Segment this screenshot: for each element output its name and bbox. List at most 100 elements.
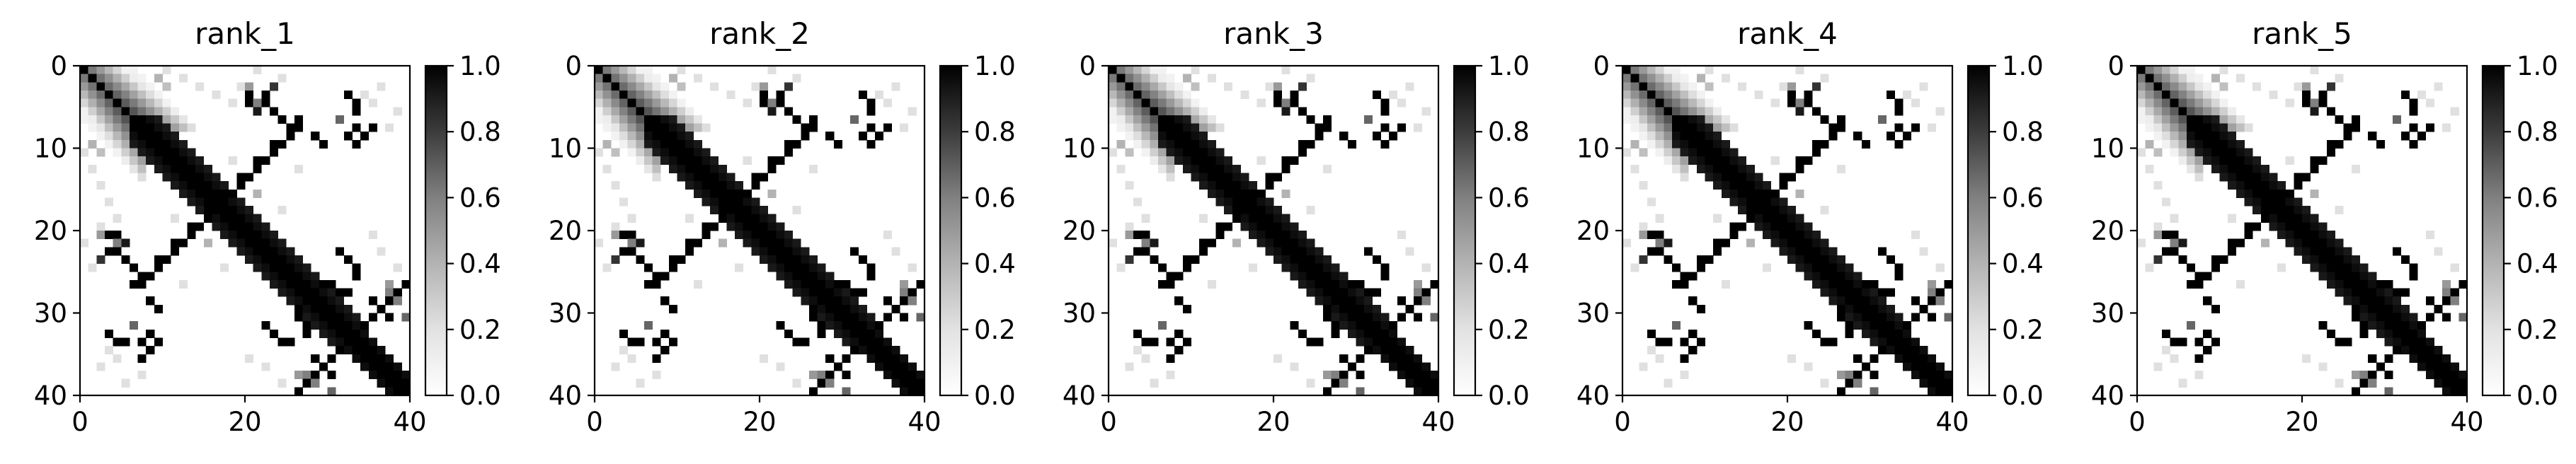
heatmap-cell [1853,304,1862,313]
heatmap-cell [1290,238,1299,248]
heatmap-cell [1397,337,1406,347]
heatmap-cell [677,98,686,108]
heatmap-cell [2228,173,2237,182]
y-tick-label: 20 [549,216,582,246]
heatmap-cell [1861,304,1870,313]
heatmap-cell [220,197,229,207]
heatmap-cell [1215,123,1225,132]
heatmap-cell [2178,98,2187,108]
heatmap-cell [1622,66,1632,75]
heatmap-cell [1125,362,1134,371]
heatmap-cell [1347,321,1356,330]
heatmap-cell [900,296,909,306]
heatmap-cell [1944,313,1953,322]
heatmap-cell [677,123,686,132]
heatmap-cell [360,337,370,347]
heatmap-cell [1671,66,1681,75]
heatmap-cell [850,304,859,313]
heatmap-cell [360,329,370,338]
heatmap-cell [129,263,138,272]
heatmap-cell [2409,139,2418,149]
heatmap-cell [2269,189,2278,198]
heatmap-cell [2269,197,2278,207]
heatmap-cell [121,156,130,166]
heatmap-cell [652,74,661,83]
heatmap-cell [2302,354,2311,363]
heatmap-cell [1166,354,1175,363]
heatmap-cell [377,82,386,91]
y-tick-label: 10 [1063,134,1096,164]
heatmap-cell [1232,189,1241,198]
heatmap-cell [1870,304,1879,313]
heatmap-cell [2450,288,2459,297]
heatmap-cell [245,82,254,91]
x-tick-label: 0 [1614,407,1631,437]
heatmap-cell [1372,329,1381,338]
heatmap-cell [850,329,859,338]
heatmap-cell [1729,189,1739,198]
heatmap-cell [1836,296,1845,306]
heatmap-cell [1903,362,1912,371]
heatmap-cell [1364,321,1373,330]
heatmap-cell [1779,247,1788,256]
colorbar-tick-label: 0.4 [2002,249,2044,279]
heatmap-cell [286,132,295,141]
heatmap-cell [1928,371,1937,380]
heatmap-cell [178,139,188,149]
heatmap-cell [80,107,89,116]
heatmap-cell [1322,164,1332,173]
heatmap-cell [619,247,628,256]
heatmap-cell [1795,189,1804,198]
heatmap-cell [2153,362,2163,371]
heatmap-cell [2236,148,2245,157]
heatmap-cell [2425,354,2434,363]
heatmap-cell [1389,321,1398,330]
heatmap-cell [1680,139,1689,149]
heatmap-cell [1655,107,1664,116]
heatmap-cell [286,263,295,272]
heatmap-cell [1664,107,1673,116]
heatmap-cell [677,107,686,116]
heatmap-cell [2145,164,2154,173]
heatmap-cell [1928,313,1937,322]
heatmap-cell [1845,378,1854,388]
heatmap-cell [1630,82,1639,91]
heatmap-cell [595,148,604,157]
x-tick-label: 40 [393,407,426,437]
heatmap-cell [1919,354,1928,363]
heatmap-cell [121,238,130,248]
heatmap-cell [1664,74,1673,83]
heatmap-cell [187,189,196,198]
heatmap-cell [2145,115,2154,124]
heatmap-cell [2409,107,2418,116]
heatmap-cell [668,164,677,173]
heatmap-cell [2458,387,2468,396]
heatmap-cell [1886,304,1895,313]
heatmap-cell [2335,115,2344,124]
heatmap-cell [311,371,320,380]
heatmap-cell [643,156,653,166]
heatmap-cell [343,346,353,355]
heatmap-cell [1696,115,1705,124]
heatmap-cell [2186,263,2195,272]
heatmap-cell [1125,90,1134,99]
heatmap-cell [2228,148,2237,157]
heatmap-cell [253,222,262,231]
heatmap-cell [1746,197,1755,207]
heatmap-cell [1811,148,1821,157]
heatmap-cell [825,354,835,363]
heatmap-cell [2219,156,2228,166]
heatmap-cell [2203,98,2212,108]
heatmap-cell [162,82,171,91]
heatmap-cell [2409,337,2418,347]
heatmap-cell [1397,346,1406,355]
heatmap-cell [236,214,246,223]
heatmap-cell [891,304,900,313]
heatmap-cell [2359,263,2369,272]
heatmap-cell [1647,132,1656,141]
heatmap-cell [850,346,859,355]
heatmap-cell [1770,189,1780,198]
heatmap-cell [1150,156,1159,166]
heatmap-cell [2351,115,2360,124]
heatmap-cell [1109,82,1118,91]
